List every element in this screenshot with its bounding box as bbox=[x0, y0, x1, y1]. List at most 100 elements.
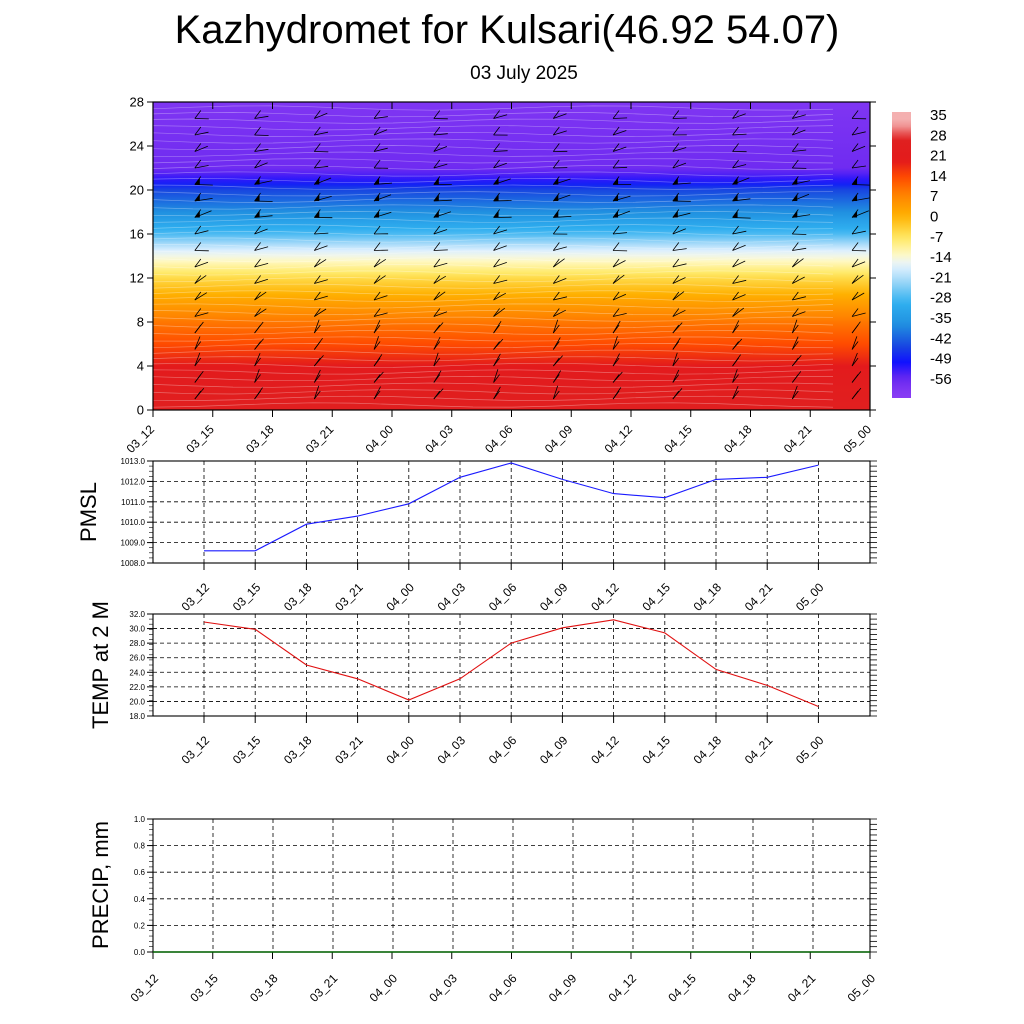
wind-barb bbox=[493, 369, 499, 383]
wind-barb-flag bbox=[433, 242, 441, 251]
wind-barb-flag bbox=[493, 225, 500, 235]
contour-line bbox=[152, 283, 834, 289]
wind-barb-flag bbox=[553, 159, 560, 169]
wind-barb-flag bbox=[792, 225, 799, 235]
wind-barb-pennant bbox=[553, 194, 559, 201]
temp-2m-xtick-label: 03_12 bbox=[179, 733, 213, 767]
wind-barb bbox=[433, 291, 446, 301]
wind-barb-flag bbox=[672, 341, 680, 350]
wind-barb bbox=[851, 230, 866, 235]
wind-barb-flag bbox=[433, 341, 441, 350]
wind-barb bbox=[433, 163, 448, 169]
wind-barb-flag bbox=[672, 390, 680, 400]
wind-barb-flag bbox=[672, 110, 680, 119]
wind-barb-flag bbox=[314, 110, 321, 119]
wind-barb bbox=[672, 291, 685, 301]
contour-line bbox=[152, 145, 834, 151]
wind-barb-flag bbox=[373, 225, 381, 235]
wind-barb-flag bbox=[254, 374, 261, 383]
wind-barb-flag bbox=[672, 126, 680, 136]
wind-barb-flag bbox=[792, 110, 799, 119]
wind-barb-pennant bbox=[493, 194, 499, 201]
wind-barb-flag bbox=[732, 291, 739, 301]
wind-barb-flag bbox=[314, 242, 321, 251]
precip-xtick-label: 04_21 bbox=[785, 971, 819, 1005]
wind-barb bbox=[433, 262, 448, 268]
pmsl-ytick-label: 1011.0 bbox=[121, 498, 145, 507]
wind-barb bbox=[553, 246, 567, 251]
wind-barb bbox=[552, 319, 559, 334]
contour-line bbox=[152, 197, 834, 203]
wind-barb-flag bbox=[553, 225, 560, 235]
wind-barb bbox=[672, 162, 687, 169]
wind-barb-pennant bbox=[254, 194, 260, 201]
wind-barb-flag bbox=[373, 357, 381, 367]
wind-barb bbox=[493, 292, 506, 301]
wind-barb bbox=[792, 149, 807, 152]
colorbar-label: 0 bbox=[930, 209, 938, 226]
precip-xtick-label: 03_21 bbox=[307, 971, 341, 1005]
wind-barb-flag bbox=[373, 341, 381, 350]
pmsl-ytick-label: 1010.0 bbox=[121, 518, 146, 527]
wind-barb-flag bbox=[792, 341, 799, 350]
wind-barb-pennant bbox=[254, 177, 260, 185]
chart-title: Kazhydromet for Kulsari(46.92 54.07) bbox=[174, 8, 840, 52]
wind-barb-pennant bbox=[194, 194, 200, 201]
contour-line bbox=[152, 158, 834, 164]
wind-barb bbox=[792, 129, 806, 136]
wind-barb-flag bbox=[553, 390, 560, 400]
wind-barb bbox=[373, 295, 388, 301]
heatmap-xtick-label: 03_15 bbox=[183, 422, 217, 456]
wind-barb-flag bbox=[433, 374, 441, 383]
wind-barb bbox=[732, 217, 751, 219]
precip-xtick-label: 04_18 bbox=[725, 971, 759, 1005]
wind-barb-flag bbox=[493, 390, 500, 400]
wind-barb-flag bbox=[672, 275, 680, 284]
wind-barb bbox=[672, 147, 687, 152]
wind-barb-flag bbox=[792, 357, 799, 367]
wind-barb-flag bbox=[672, 143, 680, 152]
colorbar-label: -49 bbox=[930, 351, 952, 368]
pmsl-ytick-label: 1009.0 bbox=[121, 539, 146, 548]
temp-2m-xtick-label: 04_00 bbox=[383, 733, 417, 767]
wind-barb bbox=[792, 114, 806, 119]
colorbar bbox=[892, 112, 911, 398]
temp-2m-ytick-label: 20.0 bbox=[129, 697, 145, 706]
wind-barb-flag bbox=[314, 143, 321, 152]
wind-barb-flag bbox=[194, 242, 202, 251]
colorbar-label: -21 bbox=[930, 269, 952, 286]
wind-barb-flag bbox=[553, 258, 560, 268]
wind-barb-flag bbox=[553, 143, 560, 152]
wind-barb-flag bbox=[553, 242, 560, 251]
heatmap-xtick-label: 04_03 bbox=[422, 422, 456, 456]
pmsl-frame bbox=[152, 460, 871, 564]
colorbar-label: 7 bbox=[930, 188, 938, 205]
wind-barb bbox=[851, 261, 866, 268]
contour-line bbox=[152, 204, 834, 210]
temp-2m-ytick-label: 26.0 bbox=[129, 654, 145, 663]
wind-barb bbox=[313, 369, 321, 383]
wind-barb-pennant bbox=[374, 210, 380, 218]
contour-line bbox=[152, 270, 834, 276]
wind-barb-flag bbox=[612, 357, 620, 367]
wind-barb-flag bbox=[732, 110, 739, 119]
wind-barb-flag bbox=[792, 291, 799, 301]
contour-line bbox=[152, 376, 834, 382]
wind-barb bbox=[314, 232, 329, 235]
contour-line bbox=[152, 356, 834, 362]
wind-barb-flag bbox=[314, 225, 321, 235]
wind-barb-flag bbox=[433, 275, 441, 284]
wind-barb-flag bbox=[792, 258, 799, 268]
wind-barb-flag bbox=[254, 308, 261, 317]
wind-barb bbox=[254, 369, 260, 383]
wind-barb-pennant bbox=[852, 210, 858, 218]
contour-line bbox=[152, 349, 834, 355]
wind-barb-flag bbox=[254, 159, 261, 169]
wind-barb-pennant bbox=[493, 177, 499, 185]
wind-barb bbox=[732, 164, 747, 169]
contour-line bbox=[152, 191, 834, 197]
wind-barb bbox=[254, 228, 268, 235]
wind-barb-flag bbox=[194, 291, 202, 301]
wind-barb bbox=[612, 260, 626, 268]
heatmap-xtick-label: 05_00 bbox=[841, 422, 875, 456]
